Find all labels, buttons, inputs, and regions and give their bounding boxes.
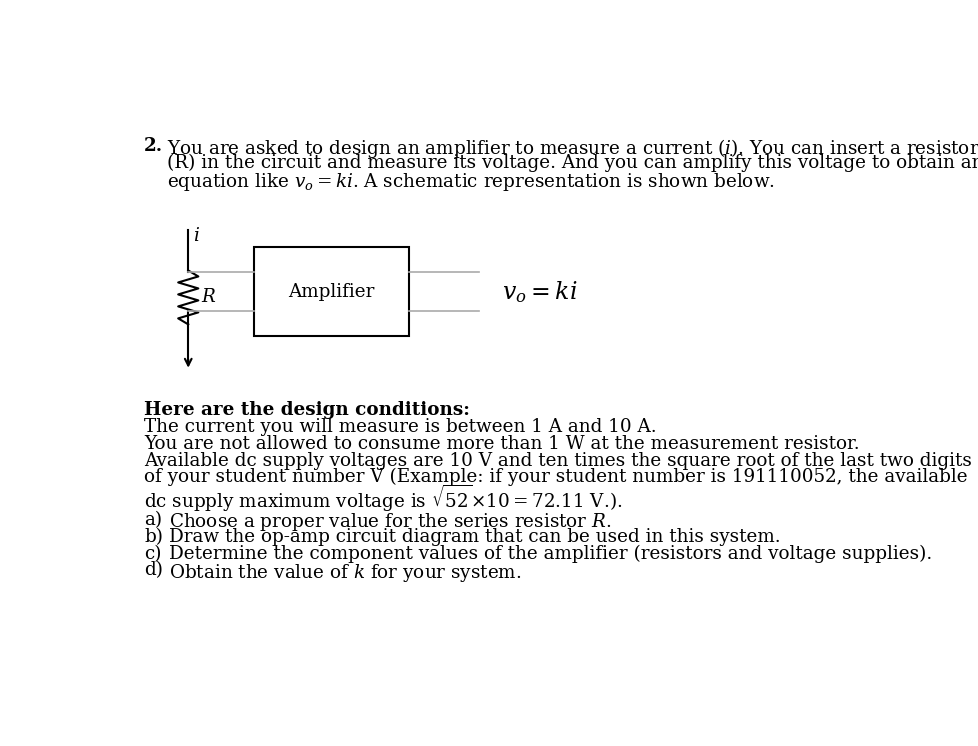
Text: Available dc supply voltages are 10 V and ten times the square root of the last : Available dc supply voltages are 10 V an… bbox=[144, 452, 971, 470]
Text: dc supply maximum voltage is $\sqrt{52}{\times}10 = 72.11$ V.).: dc supply maximum voltage is $\sqrt{52}{… bbox=[144, 483, 622, 514]
Text: b): b) bbox=[144, 527, 163, 545]
Text: Determine the component values of the amplifier (resistors and voltage supplies): Determine the component values of the am… bbox=[168, 545, 931, 562]
Text: 2.: 2. bbox=[144, 137, 163, 155]
Text: The current you will measure is between 1 A and 10 A.: The current you will measure is between … bbox=[144, 419, 656, 436]
Text: (R) in the circuit and measure its voltage. And you can amplify this voltage to : (R) in the circuit and measure its volta… bbox=[167, 154, 978, 172]
Text: $R$: $R$ bbox=[201, 289, 217, 307]
Text: You are not allowed to consume more than 1 W at the measurement resistor.: You are not allowed to consume more than… bbox=[144, 435, 859, 454]
Bar bbox=[254, 248, 409, 336]
Text: d): d) bbox=[144, 562, 163, 580]
Text: $i$: $i$ bbox=[193, 227, 200, 245]
Text: You are asked to design an amplifier to measure a current ($i$). You can insert : You are asked to design an amplifier to … bbox=[167, 137, 978, 160]
Text: of your student number V (Example: if your student number is 191110052, the avai: of your student number V (Example: if yo… bbox=[144, 468, 966, 486]
Text: equation like $v_o = ki$. A schematic representation is shown below.: equation like $v_o = ki$. A schematic re… bbox=[167, 171, 775, 193]
Text: Choose a proper value for the series resistor $R$.: Choose a proper value for the series res… bbox=[168, 511, 611, 533]
Text: a): a) bbox=[144, 511, 162, 529]
Text: Amplifier: Amplifier bbox=[289, 283, 375, 301]
Text: Obtain the value of $k$ for your system.: Obtain the value of $k$ for your system. bbox=[168, 562, 521, 583]
Text: Draw the op-amp circuit diagram that can be used in this system.: Draw the op-amp circuit diagram that can… bbox=[168, 527, 779, 545]
Text: Here are the design conditions:: Here are the design conditions: bbox=[144, 401, 469, 419]
Text: $v_o = ki$: $v_o = ki$ bbox=[502, 279, 577, 304]
Text: c): c) bbox=[144, 545, 161, 562]
